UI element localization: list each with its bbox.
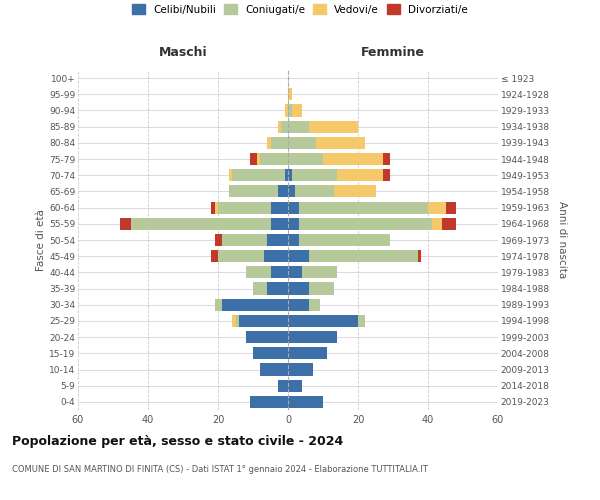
Bar — [211, 202, 215, 213]
Bar — [309, 298, 320, 311]
Y-axis label: Anni di nascita: Anni di nascita — [557, 202, 566, 278]
Bar — [221, 298, 288, 311]
Bar — [288, 282, 309, 294]
Bar — [218, 250, 263, 262]
Bar — [288, 218, 299, 230]
Bar — [263, 250, 288, 262]
Bar — [250, 396, 288, 408]
Bar — [383, 169, 389, 181]
Bar — [232, 169, 284, 181]
Bar — [120, 218, 130, 230]
Bar — [334, 186, 376, 198]
Bar — [271, 137, 288, 149]
Bar — [299, 202, 428, 213]
Bar — [383, 153, 389, 165]
Bar — [295, 186, 334, 198]
Bar — [277, 380, 288, 392]
Bar — [246, 266, 271, 278]
Text: Popolazione per età, sesso e stato civile - 2024: Popolazione per età, sesso e stato civil… — [12, 435, 343, 448]
Text: Maschi: Maschi — [158, 46, 208, 60]
Bar — [288, 298, 309, 311]
Bar — [418, 250, 421, 262]
Bar — [288, 104, 292, 117]
Bar — [288, 315, 358, 327]
Bar — [235, 315, 239, 327]
Bar — [299, 218, 431, 230]
Bar — [277, 186, 288, 198]
Bar — [260, 364, 288, 376]
Bar — [288, 396, 323, 408]
Bar — [215, 234, 221, 246]
Y-axis label: Fasce di età: Fasce di età — [36, 209, 46, 271]
Bar — [299, 234, 389, 246]
Bar — [215, 298, 221, 311]
Bar — [271, 266, 288, 278]
Bar — [292, 104, 302, 117]
Text: COMUNE DI SAN MARTINO DI FINITA (CS) - Dati ISTAT 1° gennaio 2024 - Elaborazione: COMUNE DI SAN MARTINO DI FINITA (CS) - D… — [12, 465, 428, 474]
Bar — [257, 153, 260, 165]
Bar — [288, 348, 326, 360]
Bar — [267, 137, 271, 149]
Bar — [211, 250, 218, 262]
Bar — [253, 282, 267, 294]
Bar — [250, 153, 257, 165]
Bar — [267, 282, 288, 294]
Bar — [309, 282, 334, 294]
Bar — [316, 137, 365, 149]
Bar — [442, 218, 456, 230]
Bar — [229, 169, 232, 181]
Bar — [431, 218, 442, 230]
Bar — [284, 169, 288, 181]
Bar — [358, 315, 365, 327]
Bar — [288, 88, 292, 101]
Bar — [253, 348, 288, 360]
Bar — [271, 202, 288, 213]
Bar — [292, 169, 337, 181]
Bar — [281, 120, 288, 132]
Bar — [277, 120, 281, 132]
Bar — [288, 120, 309, 132]
Bar — [428, 202, 445, 213]
Bar — [229, 186, 277, 198]
Bar — [239, 315, 288, 327]
Legend: Celibi/Nubili, Coniugati/e, Vedovi/e, Divorziati/e: Celibi/Nubili, Coniugati/e, Vedovi/e, Di… — [128, 0, 472, 19]
Bar — [271, 218, 288, 230]
Bar — [260, 153, 288, 165]
Bar — [221, 234, 267, 246]
Bar — [130, 218, 271, 230]
Bar — [288, 169, 292, 181]
Bar — [218, 202, 271, 213]
Bar — [246, 331, 288, 343]
Bar — [215, 202, 218, 213]
Bar — [445, 202, 456, 213]
Bar — [288, 153, 323, 165]
Bar — [288, 250, 309, 262]
Bar — [288, 266, 302, 278]
Bar — [288, 202, 299, 213]
Bar — [288, 331, 337, 343]
Bar — [288, 364, 313, 376]
Bar — [309, 120, 358, 132]
Bar — [284, 104, 288, 117]
Bar — [323, 153, 383, 165]
Bar — [288, 234, 299, 246]
Bar — [288, 137, 316, 149]
Bar — [309, 250, 418, 262]
Bar — [337, 169, 383, 181]
Text: Femmine: Femmine — [361, 46, 425, 60]
Bar — [232, 315, 235, 327]
Bar — [302, 266, 337, 278]
Bar — [288, 380, 302, 392]
Bar — [267, 234, 288, 246]
Bar — [288, 186, 295, 198]
